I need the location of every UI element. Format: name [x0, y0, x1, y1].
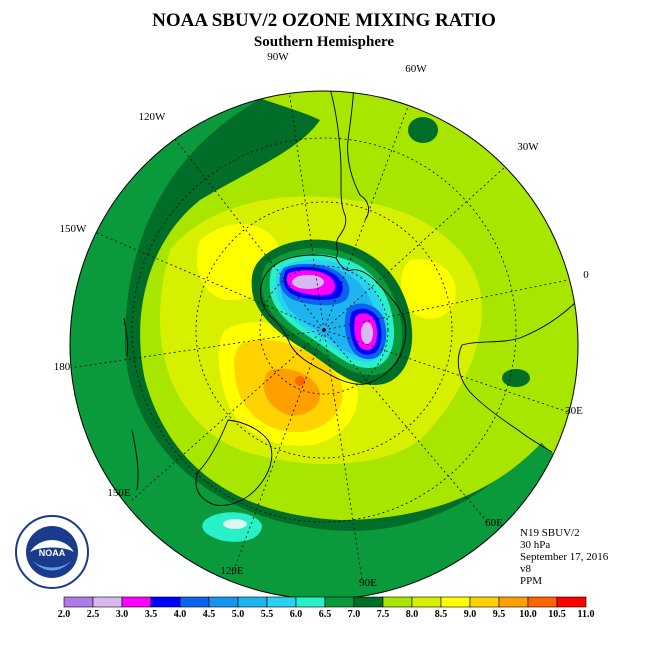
colorbar-swatch — [179, 596, 210, 608]
ozone-contour-9-5 — [263, 368, 321, 416]
colorbar-tick-label: 8.0 — [406, 609, 419, 620]
colorbar-tick-label: 6.0 — [290, 609, 303, 620]
colorbar-swatch — [208, 596, 239, 608]
lon-label-30w: 30W — [517, 141, 539, 153]
noaa-logo-text: NOAA — [39, 548, 66, 558]
longitude-labels: 90W 60W 30W 0 30E 60E 90E 120E 150E 180 … — [54, 51, 590, 589]
info-instrument: N19 SBUV/2 — [520, 527, 580, 539]
ozone-contour-10-0 — [295, 376, 305, 386]
lon-label-120w: 120W — [139, 111, 167, 123]
colorbar-tick-label: 6.5 — [319, 609, 332, 620]
ozone-contour-8-5-east — [401, 259, 456, 319]
colorbar-tick-label: 3.0 — [116, 609, 129, 620]
colorbar-swatch — [353, 596, 384, 608]
colorbar-swatch — [527, 596, 558, 608]
colorbar-swatch — [382, 596, 413, 608]
ozone-hole-2-5-east — [361, 322, 373, 344]
info-date: September 17, 2016 — [520, 551, 609, 563]
colorbar-swatch — [150, 596, 181, 608]
colorbar-tick-label: 5.5 — [261, 609, 274, 620]
colorbar-tick-label: 9.0 — [464, 609, 477, 620]
colorbar-tick-label: 10.0 — [519, 609, 537, 620]
colorbar-tick-label: 9.5 — [493, 609, 506, 620]
lon-label-90w: 90W — [267, 51, 289, 63]
lon-label-120e: 120E — [220, 565, 244, 577]
colorbar-tick-label: 11.0 — [578, 609, 595, 620]
colorbar-swatch — [266, 596, 297, 608]
colorbar-swatch — [498, 596, 529, 608]
map-subtitle: Southern Hemisphere — [254, 34, 394, 50]
colorbar-swatch — [324, 596, 355, 608]
latitude-circles — [131, 137, 517, 523]
colorbar-tick-label: 4.5 — [203, 609, 216, 620]
coastlines — [123, 91, 578, 506]
colorbar-swatch — [411, 596, 442, 608]
info-level: 30 hPa — [520, 539, 550, 551]
colorbar: 2.0 2.5 3.0 3.5 4.0 4.5 5.0 5.5 6.0 6.5 7.0 7.5 8.0 8… — [58, 596, 595, 620]
lon-label-150w: 150W — [60, 223, 88, 235]
lon-label-90e: 90E — [359, 577, 377, 589]
colorbar-tick-label: 8.5 — [435, 609, 448, 620]
colorbar-tick-label: 2.5 — [87, 609, 100, 620]
lon-label-60w: 60W — [405, 63, 427, 75]
ozone-patch-indian — [502, 369, 530, 387]
colorbar-tick-label: 4.0 — [174, 609, 187, 620]
colorbar-tick-label: 5.0 — [232, 609, 245, 620]
colorbar-swatch — [92, 596, 123, 608]
info-units: PPM — [520, 575, 542, 587]
lon-label-30e: 30E — [565, 405, 583, 417]
noaa-logo: NOAA — [15, 515, 89, 589]
lon-label-150e: 150E — [107, 487, 131, 499]
lon-label-0: 0 — [583, 269, 589, 281]
colorbar-swatch — [295, 596, 326, 608]
colorbar-swatch — [121, 596, 152, 608]
colorbar-swatch — [440, 596, 471, 608]
colorbar-tick-label: 3.5 — [145, 609, 158, 620]
colorbar-tick-label: 7.5 — [377, 609, 390, 620]
colorbar-swatch — [237, 596, 268, 608]
map-title: NOAA SBUV/2 OZONE MIXING RATIO — [152, 10, 496, 31]
longitude-lines — [70, 91, 578, 581]
colorbar-swatch — [556, 596, 587, 608]
lon-label-180: 180 — [54, 361, 71, 373]
ozone-patch-south-pacific-core — [223, 519, 247, 529]
ozone-patch-atlantic — [408, 117, 438, 143]
colorbar-swatch — [469, 596, 500, 608]
colorbar-swatch — [63, 596, 94, 608]
info-version: v8 — [520, 563, 532, 575]
colorbar-tick-label: 2.0 — [58, 609, 71, 620]
lon-label-60e: 60E — [485, 517, 503, 529]
info-block: N19 SBUV/2 30 hPa September 17, 2016 v8 … — [520, 527, 609, 587]
colorbar-tick-label: 10.5 — [548, 609, 566, 620]
colorbar-tick-label: 7.0 — [348, 609, 361, 620]
ozone-hole-2-5-west — [292, 275, 324, 289]
